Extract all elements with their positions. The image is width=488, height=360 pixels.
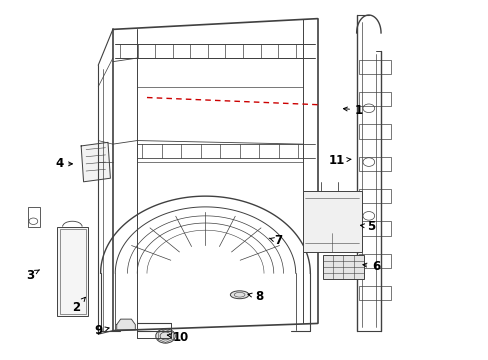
Text: 9: 9 [94,324,109,337]
Bar [358,157,390,171]
Polygon shape [81,142,110,182]
Bar [358,125,390,139]
Text: 3: 3 [26,269,39,282]
Bar [358,286,390,300]
Bar [27,207,40,226]
Bar [358,221,390,235]
Ellipse shape [230,291,248,299]
Circle shape [156,329,175,343]
Text: 4: 4 [55,157,72,170]
Bar [322,255,363,279]
Polygon shape [117,319,135,330]
Text: 6: 6 [362,260,380,273]
Text: 7: 7 [268,234,282,247]
Text: 10: 10 [167,330,189,343]
Bar [60,229,85,314]
Bar [358,189,390,203]
Text: 8: 8 [247,290,263,303]
Text: 1: 1 [343,104,363,117]
Text: 5: 5 [360,220,375,233]
Bar [303,191,361,252]
Bar [358,253,390,268]
Bar [57,226,88,316]
Bar [358,92,390,107]
Bar [358,60,390,74]
Text: 2: 2 [72,297,85,314]
Text: 11: 11 [328,154,350,167]
